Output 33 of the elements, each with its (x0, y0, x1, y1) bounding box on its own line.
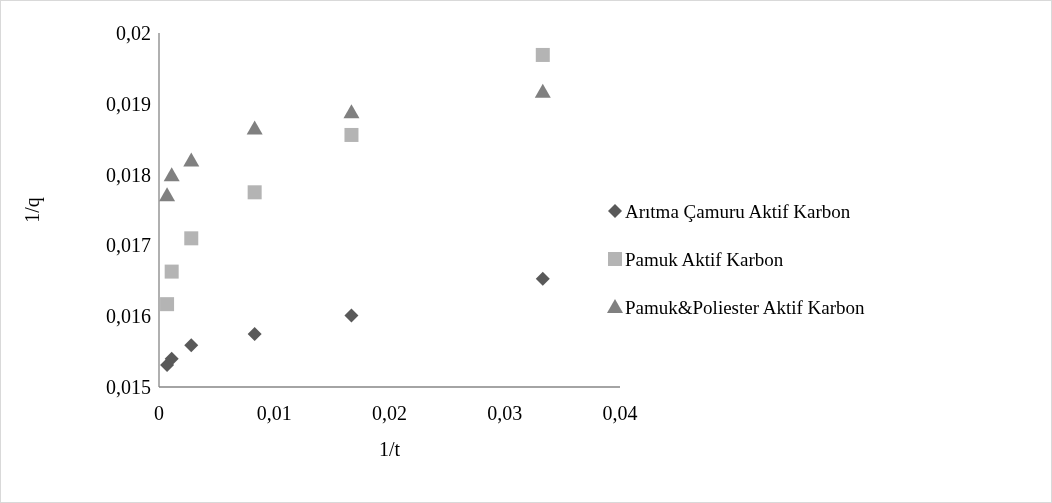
y-tick-label: 0,018 (106, 163, 151, 186)
x-axis-title: 1/t (378, 438, 401, 460)
y-tick-label: 0,016 (106, 305, 151, 328)
x-tick-label: 0,03 (487, 402, 523, 424)
point (343, 104, 360, 119)
y-axis-title: 1/q (21, 197, 44, 223)
point (183, 152, 200, 167)
point (534, 83, 551, 98)
point (247, 185, 262, 200)
legend-label: Pamuk Aktif Karbon (625, 248, 784, 270)
point (164, 351, 179, 366)
point (160, 297, 175, 312)
point (159, 187, 176, 202)
point (535, 47, 550, 62)
point (344, 127, 359, 142)
point (164, 264, 179, 279)
point (184, 338, 199, 353)
y-tick-label: 0,02 (116, 22, 151, 44)
point (344, 308, 359, 323)
point (535, 271, 550, 286)
y-tick-label: 0,019 (106, 92, 151, 115)
x-tick-label: 0,01 (256, 402, 292, 424)
point (247, 326, 262, 341)
x-tick-label: 0,04 (602, 402, 638, 424)
y-tick-label: 0,015 (106, 376, 151, 398)
x-tick-label: 0,02 (372, 402, 407, 424)
point (246, 120, 263, 135)
legend-label: Arıtma Çamuru Aktif Karbon (625, 200, 851, 222)
legend-label: Pamuk&Poliester Aktif Karbon (625, 296, 866, 318)
point (163, 167, 180, 182)
x-tick-label: 0 (154, 402, 164, 424)
point (184, 231, 199, 246)
y-tick-label: 0,017 (106, 234, 151, 257)
